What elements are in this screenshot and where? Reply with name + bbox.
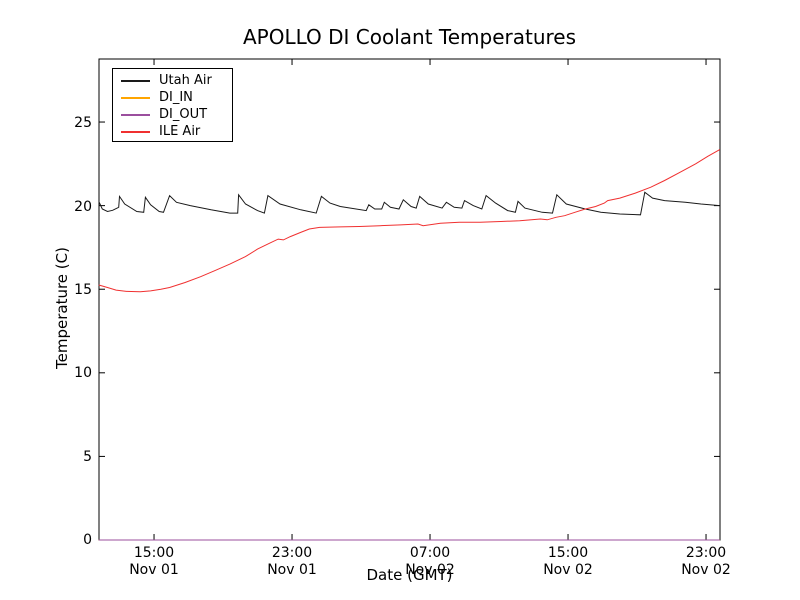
legend-label: DI_IN (159, 90, 193, 105)
x-tick-time: 23:00 (685, 545, 727, 561)
chart-title: APOLLO DI Coolant Temperatures (242, 25, 577, 49)
legend-label: ILE Air (159, 124, 201, 139)
x-tick-time: 15:00 (547, 545, 589, 561)
x-tick-label-0: 15:00 Nov 01 (109, 545, 199, 579)
y-tick-label-25: 25 (74, 115, 92, 131)
x-tick-label-1: 23:00 Nov 01 (247, 545, 337, 579)
legend-label: DI_OUT (159, 107, 208, 122)
y-tick-label-15: 15 (74, 282, 92, 298)
legend-line-ile-air-icon (121, 130, 150, 133)
legend-item-di-in: DI_IN (113, 89, 232, 106)
legend-label: Utah Air (159, 73, 212, 88)
y-tick-label-5: 5 (83, 449, 92, 465)
legend-item-di-out: DI_OUT (113, 106, 232, 123)
legend-line-di-in-icon (121, 96, 150, 99)
x-tick-label-2: 07:00 Nov 02 (385, 545, 475, 579)
x-tick-date: Nov 01 (129, 562, 179, 578)
legend-box: Utah Air DI_IN DI_OUT ILE Air (112, 68, 233, 142)
legend-item-utah-air: Utah Air (113, 72, 232, 89)
x-tick-label-3: 15:00 Nov 02 (523, 545, 613, 579)
x-tick-label-4: 23:00 Nov 02 (661, 545, 751, 579)
x-tick-time: 15:00 (133, 545, 175, 561)
series-utah-air (98, 191, 720, 216)
legend-line-utah-air-icon (121, 79, 150, 82)
x-tick-date: Nov 01 (267, 562, 317, 578)
y-tick-label-0: 0 (83, 532, 92, 548)
x-tick-time: 07:00 (409, 545, 451, 561)
x-tick-date: Nov 02 (405, 562, 455, 578)
x-tick-date: Nov 02 (543, 562, 593, 578)
x-tick-date: Nov 02 (681, 562, 731, 578)
legend-line-di-out-icon (121, 113, 150, 116)
x-tick-time: 23:00 (271, 545, 313, 561)
series-ile-air (98, 149, 721, 293)
y-tick-label-20: 20 (74, 199, 92, 215)
y-tick-label-10: 10 (74, 365, 92, 381)
legend-item-ile-air: ILE Air (113, 123, 232, 140)
x-axis-label: Date (GMT) (366, 566, 453, 584)
